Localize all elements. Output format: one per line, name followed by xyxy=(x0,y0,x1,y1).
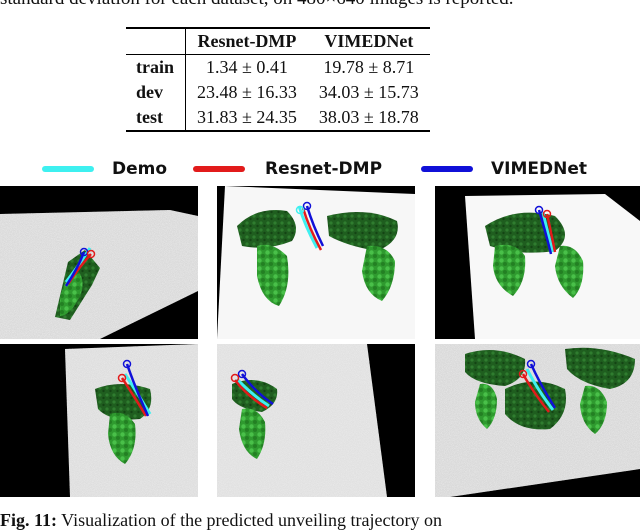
row-label: test xyxy=(136,107,163,127)
table-header-vimednet: VIMEDNet xyxy=(324,31,414,51)
caption-label: Fig. 11: xyxy=(0,510,57,530)
panel-5 xyxy=(217,344,415,497)
panel-4-image xyxy=(0,344,198,497)
panel-5-image xyxy=(217,344,415,497)
panel-3-image xyxy=(435,186,640,339)
figure-caption: Fig. 11: Visualization of the predicted … xyxy=(0,510,640,531)
panel-6 xyxy=(435,344,640,497)
resnet-value: 23.48 ± 16.33 xyxy=(184,80,308,105)
row-label: dev xyxy=(136,82,163,102)
row-label: train xyxy=(136,57,174,77)
resnet-value: 1.34 ± 0.41 xyxy=(184,54,308,80)
panel-1 xyxy=(0,186,198,339)
legend-demo-swatch xyxy=(42,166,94,172)
panel-2 xyxy=(217,186,415,339)
vimednet-value: 38.03 ± 18.78 xyxy=(318,107,419,127)
header-text: standard deviation for each dataset, on … xyxy=(0,0,640,10)
panel-6-image xyxy=(435,344,640,497)
table-row: dev 23.48 ± 16.33 34.03 ± 15.73 xyxy=(126,80,430,105)
legend-resnet-swatch xyxy=(193,166,245,172)
figure-legend: Demo Resnet-DMP VIMEDNet xyxy=(0,158,640,182)
panel-2-image xyxy=(217,186,415,339)
vimednet-value: 19.78 ± 8.71 xyxy=(323,57,415,77)
results-table: Resnet-DMP VIMEDNet train 1.34 ± 0.41 19… xyxy=(126,27,430,132)
resnet-value: 31.83 ± 24.35 xyxy=(184,105,308,131)
legend-vimednet-swatch xyxy=(421,166,473,172)
table-header-resnet: Resnet-DMP xyxy=(184,28,308,55)
table-header-empty xyxy=(126,28,186,55)
table-row: test 31.83 ± 24.35 38.03 ± 18.78 xyxy=(126,105,430,131)
vimednet-value: 34.03 ± 15.73 xyxy=(318,82,419,102)
legend-demo-label: Demo xyxy=(112,159,168,179)
legend-resnet-label: Resnet-DMP xyxy=(265,159,383,179)
table-header-row: Resnet-DMP VIMEDNet xyxy=(126,28,430,55)
panel-4 xyxy=(0,344,198,497)
caption-text: Visualization of the predicted unveiling… xyxy=(57,510,442,530)
panel-1-image xyxy=(0,186,198,339)
legend-vimednet-label: VIMEDNet xyxy=(491,159,588,179)
table-row: train 1.34 ± 0.41 19.78 ± 8.71 xyxy=(126,54,430,80)
panel-3 xyxy=(435,186,640,339)
